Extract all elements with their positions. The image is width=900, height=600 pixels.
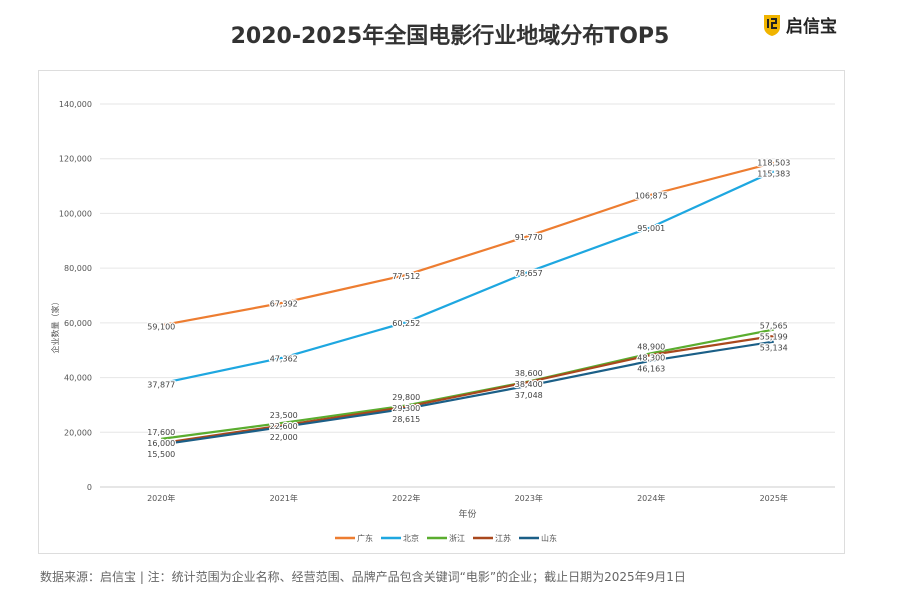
legend-label: 广东 bbox=[357, 533, 373, 543]
x-axis-label: 年份 bbox=[458, 508, 476, 520]
y-axis-label: 企业数量（家） bbox=[50, 298, 60, 354]
y-tick-label: 120,000 bbox=[59, 155, 92, 164]
legend-label: 浙江 bbox=[449, 533, 465, 543]
data-label: 46,163 bbox=[637, 364, 665, 373]
data-label: 37,877 bbox=[147, 380, 175, 389]
data-label: 59,100 bbox=[147, 322, 175, 331]
data-label: 77,512 bbox=[392, 272, 420, 281]
data-label: 115,383 bbox=[757, 170, 790, 179]
data-label: 38,400 bbox=[515, 380, 543, 389]
x-tick-label: 2022年 bbox=[392, 493, 420, 503]
data-label: 78,657 bbox=[515, 269, 543, 278]
data-label: 106,875 bbox=[635, 192, 668, 201]
data-label: 23,500 bbox=[270, 411, 298, 420]
shield-icon bbox=[764, 14, 780, 36]
legend-label: 北京 bbox=[403, 533, 419, 543]
source-note: 数据来源：启信宝 | 注：统计范围为企业名称、经营范围、品牌产品包含关键词“电影… bbox=[40, 570, 686, 584]
x-tick-label: 2023年 bbox=[515, 493, 543, 503]
data-label: 15,500 bbox=[147, 450, 175, 459]
data-label: 47,362 bbox=[270, 354, 298, 363]
series-line-浙江 bbox=[161, 328, 774, 440]
data-label: 48,300 bbox=[637, 353, 665, 362]
y-tick-label: 20,000 bbox=[64, 428, 92, 437]
data-label: 29,300 bbox=[392, 404, 420, 413]
data-label: 95,001 bbox=[637, 224, 665, 233]
data-label: 38,600 bbox=[515, 369, 543, 378]
data-label: 60,252 bbox=[392, 319, 420, 328]
chart-title: 2020-2025年全国电影行业地域分布TOP5 bbox=[230, 24, 670, 49]
y-tick-label: 100,000 bbox=[59, 209, 92, 218]
y-tick-label: 80,000 bbox=[64, 264, 92, 273]
brand-name: 启信宝 bbox=[786, 17, 837, 37]
legend-label: 山东 bbox=[541, 533, 557, 543]
data-label: 118,503 bbox=[757, 159, 790, 168]
data-label: 67,392 bbox=[270, 300, 298, 309]
x-tick-label: 2025年 bbox=[760, 493, 788, 503]
y-tick-label: 140,000 bbox=[59, 100, 92, 109]
brand-logo: 启信宝 bbox=[762, 12, 837, 37]
data-label: 37,048 bbox=[515, 391, 543, 400]
data-label: 53,134 bbox=[760, 344, 788, 353]
series-line-江苏 bbox=[161, 334, 774, 445]
data-label: 28,615 bbox=[392, 415, 420, 424]
series-line-北京 bbox=[161, 170, 775, 385]
y-tick-label: 60,000 bbox=[64, 319, 92, 328]
data-label: 57,565 bbox=[760, 322, 788, 331]
series-line-山东 bbox=[161, 340, 774, 446]
data-label: 16,000 bbox=[147, 439, 175, 448]
data-label: 48,900 bbox=[637, 342, 665, 351]
x-tick-label: 2024年 bbox=[637, 493, 665, 503]
data-label: 55,199 bbox=[760, 333, 788, 342]
data-label: 22,600 bbox=[270, 422, 298, 431]
data-label: 91,770 bbox=[515, 233, 543, 242]
y-tick-label: 0 bbox=[87, 483, 92, 492]
series-line-广东 bbox=[161, 161, 775, 327]
x-tick-label: 2020年 bbox=[147, 493, 175, 503]
y-tick-label: 40,000 bbox=[64, 374, 92, 383]
data-label: 29,800 bbox=[392, 393, 420, 402]
data-label: 17,600 bbox=[147, 428, 175, 437]
x-tick-label: 2021年 bbox=[270, 493, 298, 503]
legend-label: 江苏 bbox=[495, 533, 511, 543]
chart-frame bbox=[38, 70, 845, 554]
data-label: 22,000 bbox=[270, 433, 298, 442]
